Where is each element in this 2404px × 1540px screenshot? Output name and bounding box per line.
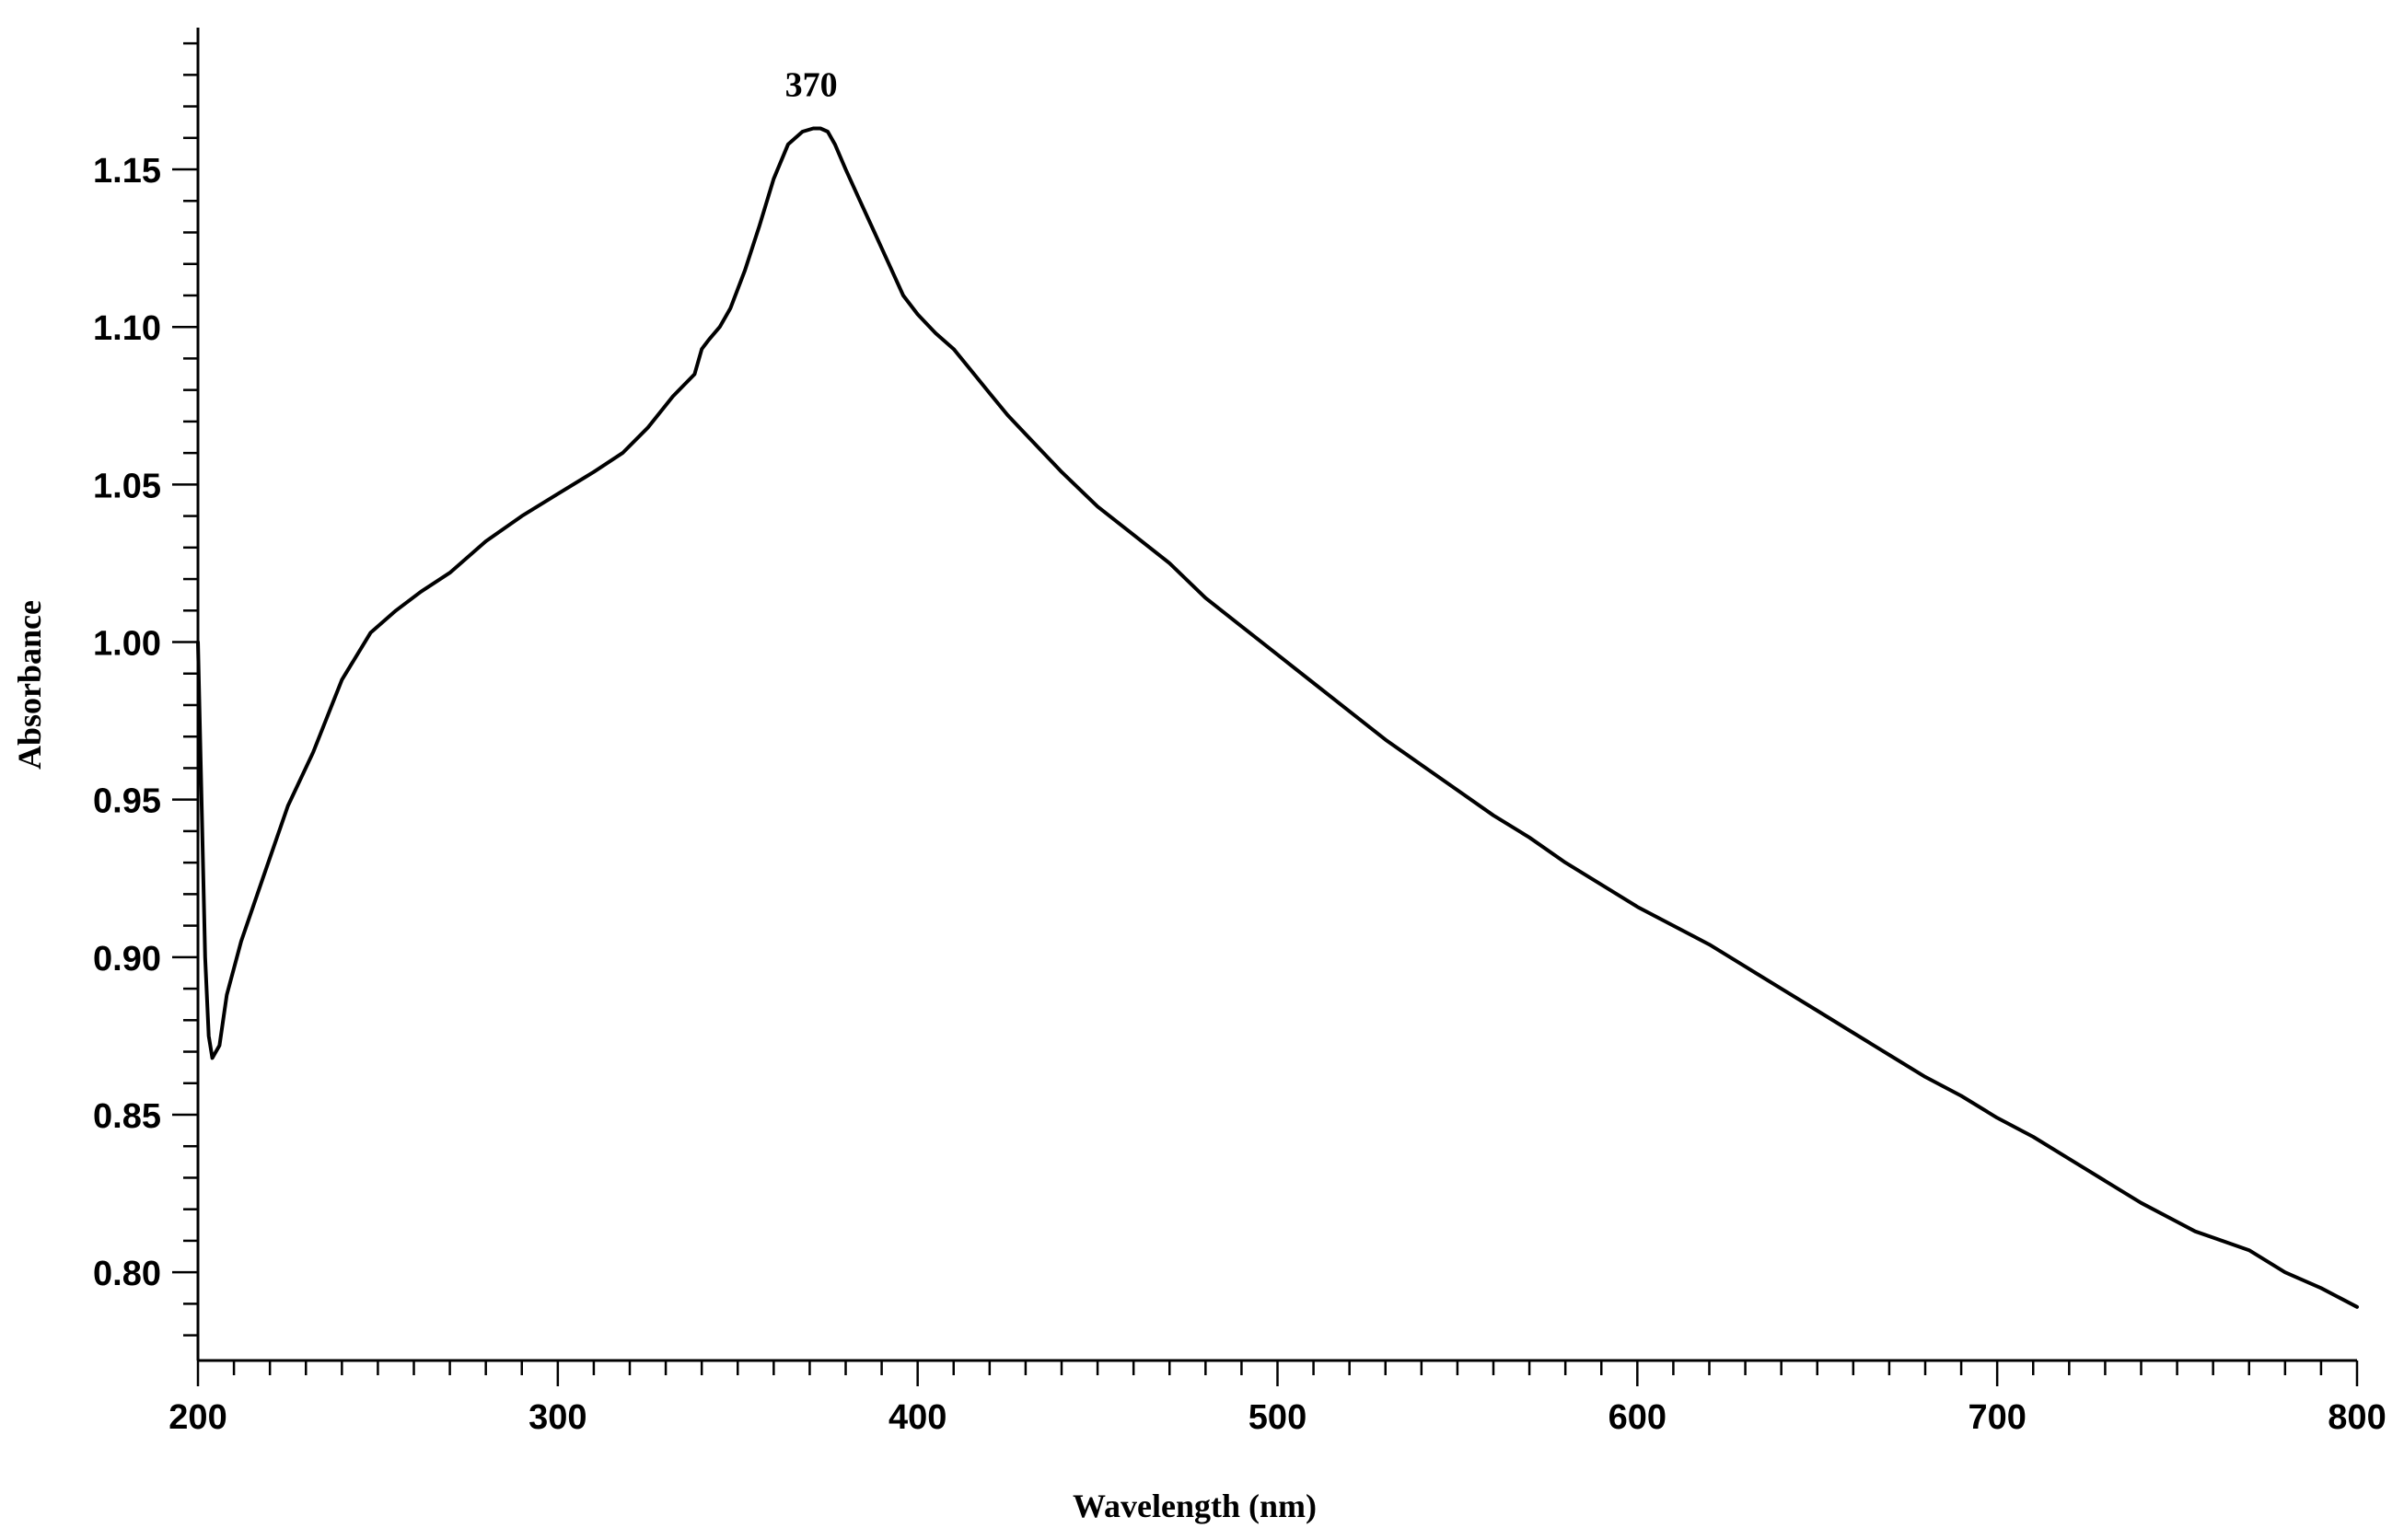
x-tick-label: 600 [1608,1398,1667,1437]
y-tick-label: 1.00 [93,625,161,664]
x-tick-labels: 200 300 400 500 600 700 800 [168,1398,2386,1437]
peak-annotation: 370 [785,66,838,105]
x-major-ticks [196,1361,2359,1386]
y-tick-label: 1.10 [93,309,161,348]
y-tick-label: 1.05 [93,467,161,505]
x-tick-label: 500 [1248,1398,1307,1437]
y-minor-ticks [183,41,198,1337]
y-tick-label: 1.15 [93,152,161,191]
y-axis-title: Absorbance [11,600,48,770]
x-minor-ticks [232,1361,2323,1375]
x-tick-label: 200 [168,1398,226,1437]
y-tick-label: 0.80 [93,1255,161,1293]
x-tick-label: 400 [888,1398,947,1437]
absorbance-curve [196,126,2359,1309]
y-major-ticks [172,168,198,1274]
y-tick-label: 0.90 [93,940,161,978]
x-axis-title: Wavelength (nm) [1073,1488,1317,1524]
y-tick-label: 0.85 [93,1097,161,1136]
y-tick-label: 0.95 [93,782,161,821]
x-tick-label: 800 [2328,1398,2386,1437]
y-tick-labels: 0.80 0.85 0.90 0.95 1.00 1.05 1.10 1.15 [93,152,161,1293]
x-tick-label: 700 [1968,1398,2026,1437]
x-tick-label: 300 [528,1398,586,1437]
